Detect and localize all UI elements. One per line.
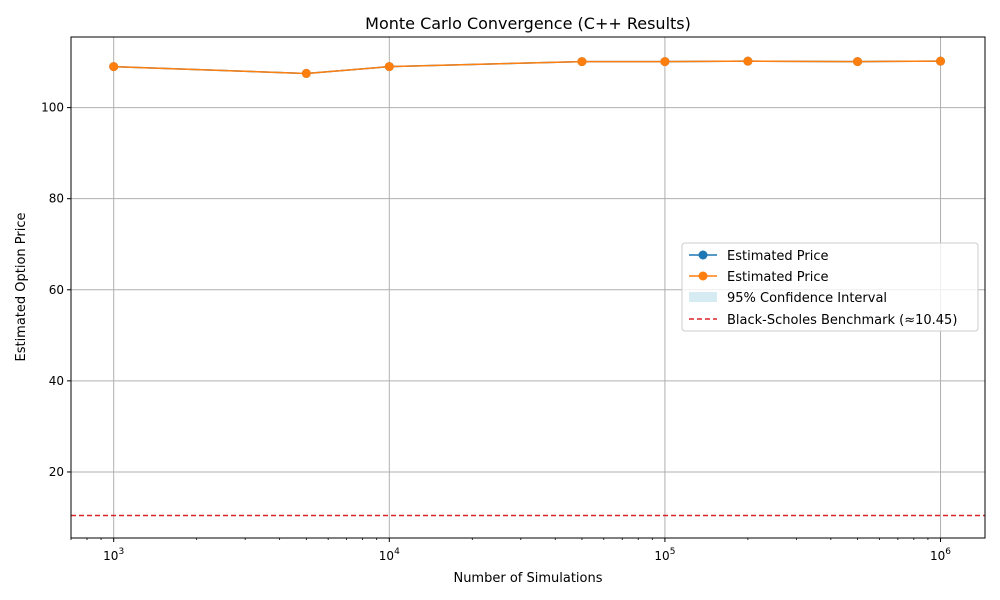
y-tick-layer: 20 40 60 80 100 [41,101,71,479]
chart-title: Monte Carlo Convergence (C++ Results) [365,14,691,33]
legend-marker-series-1 [698,271,708,281]
data-point-series-1 [853,57,863,67]
data-point-series-1 [660,57,670,67]
legend: Estimated Price Estimated Price 95% Conf… [681,242,979,332]
plot-frame [70,36,986,539]
x-tick-label: 105 [654,547,675,563]
legend-swatch-confidence-interval [689,292,717,302]
x-tick-label: 104 [379,547,400,563]
y-tick-label: 20 [49,465,64,479]
legend-label-benchmark: Black-Scholes Benchmark (≈10.45) [727,313,957,328]
y-tick-label: 60 [49,283,64,297]
x-axis-label: Number of Simulations [453,571,602,586]
y-axis-label: Estimated Option Price [14,212,29,361]
legend-label-confidence-interval: 95% Confidence Interval [727,291,887,306]
series-line-1 [113,60,941,75]
data-point-series-1 [384,62,394,72]
legend-box [681,242,979,332]
legend-label-series-1: Estimated Price [727,270,829,285]
x-tick-layer: 103 104 105 106 [70,538,951,563]
data-point-series-1 [936,56,946,66]
data-point-series-1 [301,68,311,78]
y-tick-label: 40 [49,374,64,388]
legend-label-series-0: Estimated Price [727,249,829,264]
x-tick-label: 106 [930,547,951,563]
data-point-series-1 [743,56,753,66]
data-point-series-1 [577,57,587,67]
x-tick-label: 103 [103,547,124,563]
legend-marker-series-0 [698,250,708,260]
y-tick-label: 100 [41,101,64,115]
y-tick-label: 80 [49,192,64,206]
series-layer [109,56,946,78]
data-point-series-1 [109,62,119,72]
